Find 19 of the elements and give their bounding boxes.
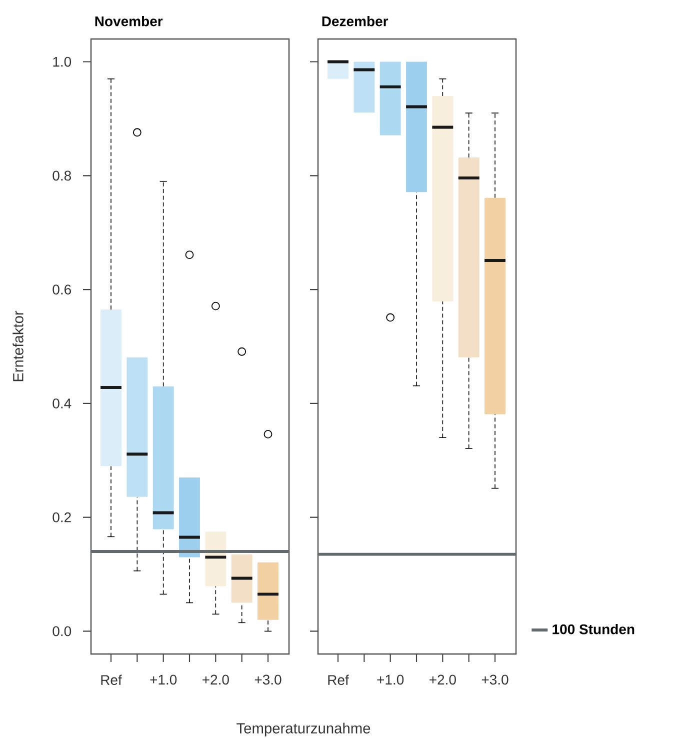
- legend-label: 100 Stunden: [552, 624, 634, 634]
- x-tick-label: +2.0: [430, 674, 456, 685]
- x-tick-label: Ref: [101, 674, 122, 685]
- x-tick-label: +1.0: [150, 674, 177, 685]
- y-tick-label: 1.0: [53, 56, 72, 67]
- y-axis-title: Erntefaktor: [12, 310, 24, 382]
- y-tick-label: 0.8: [52, 170, 72, 181]
- chart-title: November: [95, 16, 163, 26]
- chart-title: Dezember: [322, 16, 388, 26]
- x-axis-title: Temperaturzunahme: [236, 722, 370, 736]
- x-tick-label: +3.0: [482, 674, 508, 685]
- y-tick-label: 0.4: [52, 398, 72, 408]
- y-tick-label: 0.6: [52, 284, 72, 295]
- y-tick-label: 0.2: [52, 512, 71, 522]
- x-tick-label: Ref: [328, 674, 349, 685]
- x-tick-label: +3.0: [254, 674, 282, 685]
- x-tick-label: +1.0: [377, 674, 404, 685]
- y-tick-label: 0.0: [52, 626, 72, 636]
- x-tick-label: +2.0: [202, 674, 229, 685]
